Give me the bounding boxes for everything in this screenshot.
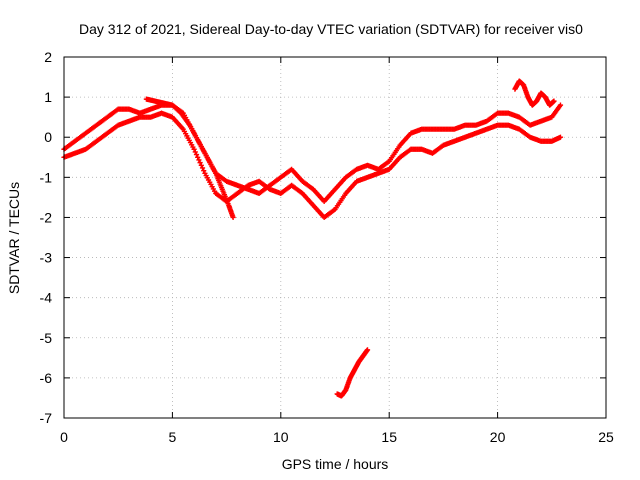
- data-layer: [61, 78, 564, 399]
- y-tick-label: -3: [40, 250, 53, 266]
- data-point: [197, 160, 203, 166]
- x-tick-label: 20: [490, 429, 506, 445]
- y-tick-label: -7: [40, 410, 53, 426]
- series-track-e: [512, 78, 557, 108]
- y-tick-label: 0: [44, 129, 52, 145]
- data-point: [230, 214, 236, 221]
- data-point: [364, 347, 371, 353]
- y-tick-label: -6: [40, 370, 53, 386]
- series-track-b: [61, 110, 564, 221]
- tick-label-layer: 0 5 10 15 20 25 -7 -6 -5 -4 -3 -2 -1 0 1 2: [40, 49, 614, 445]
- x-tick-label: 5: [169, 429, 177, 445]
- data-point: [199, 165, 206, 171]
- data-point: [557, 134, 564, 140]
- data-point: [196, 157, 202, 163]
- y-tick-label: -4: [40, 290, 53, 306]
- x-tick-label: 15: [381, 429, 397, 445]
- data-point: [195, 154, 201, 160]
- data-point: [198, 162, 204, 168]
- plot-frame: [63, 56, 607, 419]
- data-point: [193, 152, 200, 158]
- series-track-c: [143, 96, 236, 221]
- x-tick-label: 10: [273, 429, 289, 445]
- y-tick-label: -5: [40, 330, 53, 346]
- data-point: [191, 146, 197, 152]
- x-axis-label: GPS time / hours: [282, 456, 389, 472]
- y-tick-label: 2: [44, 49, 52, 65]
- series-track-d: [334, 347, 371, 399]
- y-tick-label: -2: [40, 209, 53, 225]
- y-tick-label: -1: [40, 169, 53, 185]
- x-tick-label: 0: [60, 429, 68, 445]
- grid-layer: [64, 57, 606, 418]
- y-tick-label: 1: [44, 89, 52, 105]
- y-axis-label: SDTVAR / TECUs: [6, 182, 22, 294]
- data-point: [201, 168, 207, 174]
- data-point: [192, 149, 198, 155]
- data-point: [551, 98, 557, 104]
- chart-title: Day 312 of 2021, Sidereal Day-to-day VTE…: [79, 21, 583, 37]
- x-tick-label: 25: [598, 429, 614, 445]
- data-point: [557, 102, 564, 108]
